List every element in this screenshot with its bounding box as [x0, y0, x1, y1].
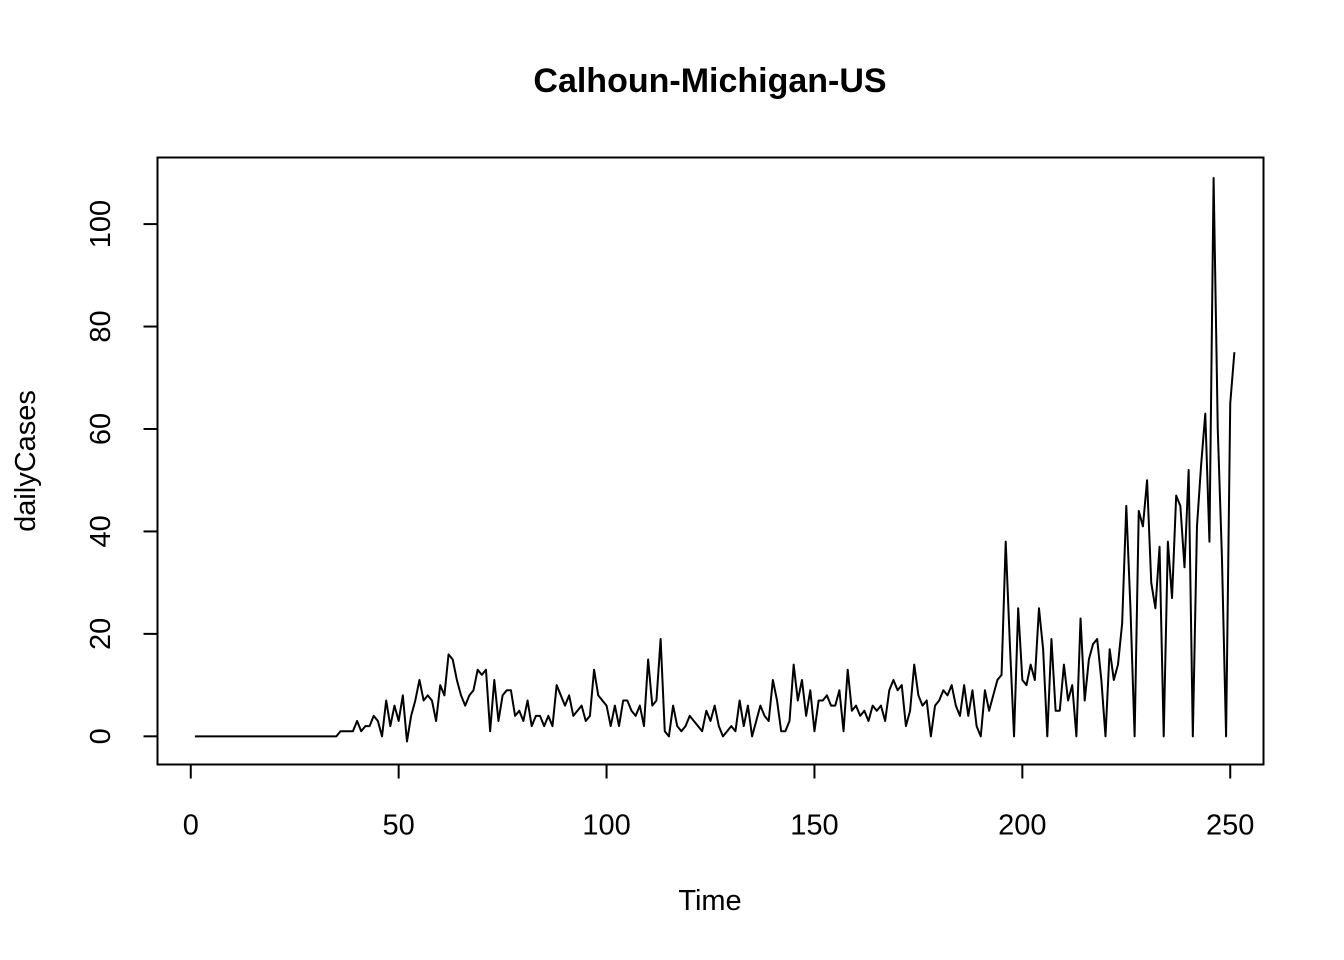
y-tick-label: 100 — [85, 200, 117, 248]
y-tick-label: 60 — [85, 413, 117, 445]
x-axis: 0 50 100 150 200 250 — [183, 763, 1254, 842]
y-axis-label: dailyCases — [10, 390, 42, 532]
x-tick-label: 200 — [998, 810, 1046, 842]
y-tick-label: 20 — [85, 618, 117, 650]
x-tick-label: 0 — [183, 810, 199, 842]
y-tick-label: 40 — [85, 515, 117, 547]
x-tick-label: 250 — [1206, 810, 1254, 842]
x-tick-label: 150 — [790, 810, 838, 842]
series-line-0 — [194, 176, 1236, 743]
chart-title: Calhoun-Michigan-US — [533, 62, 886, 100]
x-axis-label: Time — [678, 885, 741, 917]
y-tick-label: 80 — [85, 310, 117, 342]
y-axis: 0 20 40 60 80 100 — [85, 200, 159, 744]
plot-frame — [156, 156, 1265, 766]
y-tick-label: 0 — [85, 728, 117, 744]
x-tick-label: 100 — [582, 810, 630, 842]
series-layer — [194, 176, 1236, 743]
x-tick-label: 50 — [383, 810, 415, 842]
